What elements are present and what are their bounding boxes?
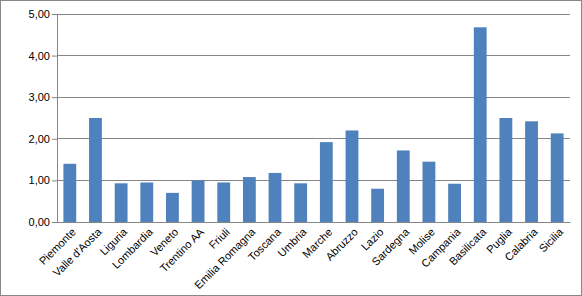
x-tick: Lombardia: [110, 222, 156, 271]
x-tick-label: Basilicata: [447, 225, 489, 267]
y-tick-mark: [52, 180, 57, 181]
bar: [423, 162, 436, 222]
chart: 0,00 1,00 2,00 3,00 4,00 5,00 PiemonteValle d'…: [0, 0, 582, 296]
bar: [474, 27, 487, 222]
bar: [371, 189, 384, 222]
bar: [269, 173, 282, 222]
x-tick: Toscana: [246, 222, 284, 263]
grid-line: [57, 14, 570, 15]
y-tick: 4,00: [29, 50, 57, 62]
x-tick-label: Sicilia: [537, 225, 566, 254]
x-tick: Valle d'Aosta: [51, 222, 105, 279]
bar: [397, 150, 410, 222]
y-tick-label: 2,00: [29, 133, 50, 145]
bar: [140, 182, 153, 222]
x-tick: Sicilia: [537, 222, 566, 254]
grid-line: [57, 180, 570, 181]
bar: [217, 182, 230, 222]
bar: [499, 118, 512, 222]
y-tick-mark: [52, 139, 57, 140]
plot: 0,00 1,00 2,00 3,00 4,00 5,00 PiemonteValle d'…: [29, 8, 571, 291]
y-tick-label: 3,00: [29, 91, 50, 103]
bar: [320, 142, 333, 222]
bar: [551, 133, 564, 222]
y-tick: 2,00: [29, 133, 57, 145]
y-tick-label: 4,00: [29, 50, 50, 62]
y-tick: 3,00: [29, 91, 57, 103]
bar: [89, 118, 102, 222]
x-tick-label: Sardegna: [369, 225, 412, 268]
bars: [63, 27, 563, 222]
y-tick-mark: [52, 14, 57, 15]
y-tick: 5,00: [29, 8, 57, 20]
bar: [525, 121, 538, 222]
x-axis-line: [58, 222, 571, 223]
y-axis: 0,00 1,00 2,00 3,00 4,00 5,00: [29, 8, 58, 228]
grid: [57, 14, 570, 222]
y-tick-mark: [52, 97, 57, 98]
y-tick-label: 1,00: [29, 174, 50, 186]
x-axis: PiemonteValle d'AostaLiguriaLombardiaVen…: [37, 222, 571, 291]
x-tick: Calabria: [502, 222, 540, 263]
bar: [448, 184, 461, 222]
bar: [243, 177, 256, 222]
x-tick-label: Toscana: [246, 225, 284, 263]
chart-frame: [1, 1, 582, 296]
x-tick: Sardegna: [369, 222, 412, 268]
grid-line: [57, 222, 570, 223]
bar: [294, 183, 307, 222]
y-tick-mark: [52, 56, 57, 57]
x-tick: Abruzzo: [323, 222, 360, 263]
x-tick: Trentino AA: [157, 222, 206, 274]
y-tick-label: 5,00: [29, 8, 50, 20]
bar: [63, 164, 76, 222]
y-tick-label: 0,00: [29, 216, 50, 228]
x-tick: Basilicata: [447, 222, 489, 267]
grid-line: [57, 138, 570, 139]
bar: [166, 193, 179, 222]
x-tick-label: Abruzzo: [323, 226, 360, 263]
x-tick-label: Trentino AA: [157, 225, 206, 274]
y-tick-mark: [52, 222, 57, 223]
grid-line: [57, 55, 570, 56]
x-tick-label: Calabria: [502, 225, 540, 263]
bar: [115, 183, 128, 222]
y-tick: 0,00: [29, 216, 57, 228]
bar: [346, 130, 359, 222]
x-tick-label: Valle d'Aosta: [51, 225, 105, 279]
y-axis-line: [52, 15, 58, 223]
y-tick: 1,00: [29, 174, 57, 186]
grid-line: [57, 97, 570, 98]
bar: [192, 180, 205, 222]
